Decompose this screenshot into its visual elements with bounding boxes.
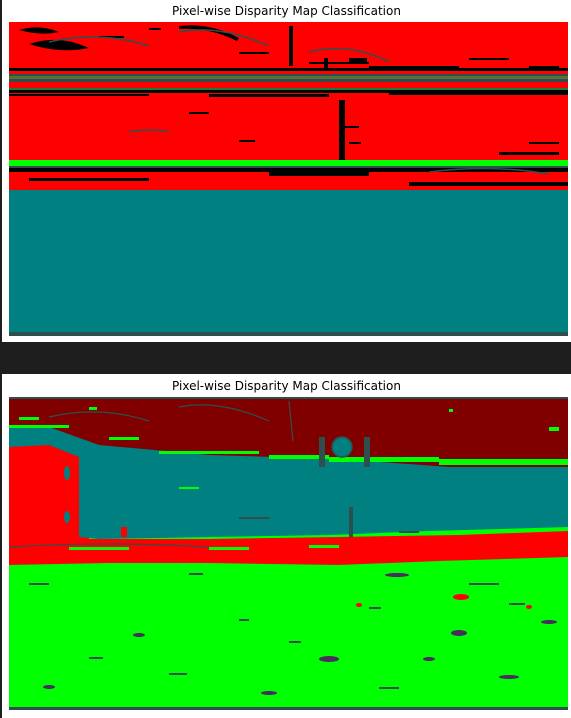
disparity-classification-map-top — [9, 22, 568, 336]
noise-purple — [43, 573, 557, 695]
region-red-strip — [9, 531, 568, 565]
noise-red — [356, 594, 532, 609]
structure-dome — [331, 436, 353, 458]
region-teal — [9, 190, 568, 336]
region-teal — [9, 427, 568, 539]
noise-slate — [29, 573, 525, 689]
plot-title: Pixel-wise Disparity Map Classification — [172, 4, 401, 18]
disparity-classification-map-bottom — [9, 397, 568, 710]
teal-spot — [64, 466, 70, 480]
noise-black-middle — [9, 90, 568, 186]
outline-traces — [9, 400, 294, 548]
red-spot — [121, 527, 127, 537]
noise-black-upper — [9, 25, 568, 71]
figure-panel-bottom: Pixel-wise Disparity Map Classification — [2, 374, 571, 718]
teal-spot — [64, 511, 70, 523]
figure-panel-top: Pixel-wise Disparity Map Classification — [2, 0, 571, 342]
noise-green-border — [9, 407, 568, 550]
plot-title: Pixel-wise Disparity Map Classification — [172, 379, 401, 393]
band-red — [9, 82, 568, 88]
band-green — [9, 160, 568, 166]
region-red-middle — [9, 92, 568, 160]
bottom-edge — [9, 332, 568, 336]
outline-slate — [9, 397, 568, 710]
outline-slate — [48, 29, 550, 175]
region-red-upper — [9, 22, 568, 74]
band-olive — [9, 76, 568, 79]
